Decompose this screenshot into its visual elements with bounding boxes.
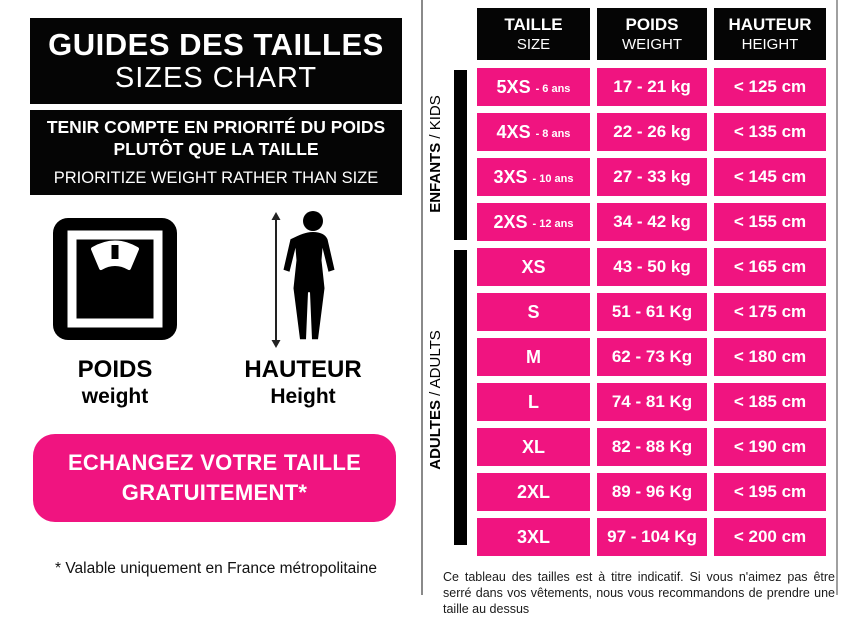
table-cell-height: < 145 cm bbox=[714, 158, 826, 196]
size-value: XS bbox=[521, 257, 545, 278]
adults-size-table: XS 43 - 50 kg< 165 cm S 51 - 61 Kg< 175 cm M… bbox=[477, 248, 826, 556]
table-cell-size: M bbox=[477, 338, 590, 376]
table-cell-weight: 82 - 88 Kg bbox=[597, 428, 707, 466]
table-cell-weight: 43 - 50 kg bbox=[597, 248, 707, 286]
weight-caption-en: weight bbox=[43, 384, 187, 409]
header-size-fr: TAILLE bbox=[477, 14, 590, 36]
table-cell-height: < 185 cm bbox=[714, 383, 826, 421]
table-cell-height: < 155 cm bbox=[714, 203, 826, 241]
table-cell-weight: 17 - 21 kg bbox=[597, 68, 707, 106]
header-height-fr: HAUTEUR bbox=[714, 14, 826, 36]
header-weight-fr: POIDS bbox=[597, 14, 707, 36]
size-value: XL bbox=[522, 437, 545, 458]
weight-scale-icon bbox=[53, 218, 177, 340]
table-cell-height: < 135 cm bbox=[714, 113, 826, 151]
height-caption: HAUTEUR Height bbox=[243, 356, 363, 409]
header-height-en: HEIGHT bbox=[714, 36, 826, 55]
size-value: 5XS bbox=[497, 77, 531, 98]
table-cell-size: S bbox=[477, 293, 590, 331]
table-cell-weight: 22 - 26 kg bbox=[597, 113, 707, 151]
header-size: TAILLE SIZE bbox=[477, 8, 590, 60]
table-cell-height: < 175 cm bbox=[714, 293, 826, 331]
group-kids-en: KIDS bbox=[427, 95, 444, 130]
height-caption-en: Height bbox=[243, 384, 363, 409]
page-title: GUIDES DES TAILLES bbox=[48, 27, 384, 63]
table-disclaimer: Ce tableau des tailles est à titre indic… bbox=[443, 569, 835, 617]
table-cell-size: XS bbox=[477, 248, 590, 286]
size-value: S bbox=[527, 302, 539, 323]
header-weight-en: WEIGHT bbox=[597, 36, 707, 55]
table-header-row: TAILLE SIZE POIDS WEIGHT HAUTEUR HEIGHT bbox=[477, 8, 826, 60]
group-adults-en: ADULTS bbox=[427, 330, 444, 388]
size-value: 2XS bbox=[494, 212, 528, 233]
adults-group-bar bbox=[454, 250, 467, 545]
weight-caption-fr: POIDS bbox=[43, 356, 187, 384]
kids-size-table: 5XS - 6 ans 17 - 21 kg< 125 cm 4XS - 8 ans 22… bbox=[477, 68, 826, 241]
table-cell-size: 4XS - 8 ans bbox=[477, 113, 590, 151]
notice-fr-line1: TENIR COMPTE EN PRIORITÉ DU POIDS bbox=[47, 117, 385, 139]
table-cell-height: < 200 cm bbox=[714, 518, 826, 556]
table-cell-size: 3XL bbox=[477, 518, 590, 556]
group-kids-sep: / bbox=[427, 130, 444, 143]
size-value: 2XL bbox=[517, 482, 550, 503]
size-value: M bbox=[526, 347, 541, 368]
height-caption-fr: HAUTEUR bbox=[243, 356, 363, 384]
size-age-label: - 10 ans bbox=[533, 170, 574, 185]
table-cell-weight: 27 - 33 kg bbox=[597, 158, 707, 196]
free-exchange-button[interactable]: ECHANGEZ VOTRE TAILLE GRATUITEMENT* bbox=[33, 434, 396, 522]
group-label-adults: ADULTES / ADULTS bbox=[427, 320, 447, 480]
exchange-footnote: * Valable uniquement en France métropoli… bbox=[30, 560, 402, 578]
table-cell-height: < 165 cm bbox=[714, 248, 826, 286]
table-cell-height: < 195 cm bbox=[714, 473, 826, 511]
notice-fr-line2: PLUTÔT QUE LA TAILLE bbox=[113, 139, 318, 161]
size-value: 4XS bbox=[497, 122, 531, 143]
kids-group-bar bbox=[454, 70, 467, 240]
size-age-label: - 8 ans bbox=[536, 125, 571, 140]
table-cell-height: < 190 cm bbox=[714, 428, 826, 466]
table-cell-weight: 97 - 104 Kg bbox=[597, 518, 707, 556]
notice-en: PRIORITIZE WEIGHT RATHER THAN SIZE bbox=[54, 169, 379, 188]
size-value: 3XS bbox=[494, 167, 528, 188]
size-value: 3XL bbox=[517, 527, 550, 548]
table-cell-size: 2XS - 12 ans bbox=[477, 203, 590, 241]
table-cell-size: 5XS - 6 ans bbox=[477, 68, 590, 106]
table-cell-size: XL bbox=[477, 428, 590, 466]
table-cell-height: < 125 cm bbox=[714, 68, 826, 106]
table-cell-weight: 51 - 61 Kg bbox=[597, 293, 707, 331]
table-cell-weight: 89 - 96 Kg bbox=[597, 473, 707, 511]
header-height: HAUTEUR HEIGHT bbox=[714, 8, 826, 60]
size-age-label: - 6 ans bbox=[536, 80, 571, 95]
free-exchange-line2: GRATUITEMENT* bbox=[33, 478, 396, 508]
vertical-divider bbox=[421, 0, 423, 595]
group-kids-fr: ENFANTS bbox=[427, 143, 444, 213]
table-cell-weight: 74 - 81 Kg bbox=[597, 383, 707, 421]
priority-notice-banner: TENIR COMPTE EN PRIORITÉ DU POIDS PLUTÔT… bbox=[30, 110, 402, 195]
table-cell-weight: 34 - 42 kg bbox=[597, 203, 707, 241]
page-subtitle: SIZES CHART bbox=[115, 62, 317, 95]
table-cell-weight: 62 - 73 Kg bbox=[597, 338, 707, 376]
size-value: L bbox=[528, 392, 539, 413]
size-age-label: - 12 ans bbox=[533, 215, 574, 230]
free-exchange-line1: ECHANGEZ VOTRE TAILLE bbox=[33, 448, 396, 478]
table-cell-height: < 180 cm bbox=[714, 338, 826, 376]
table-cell-size: L bbox=[477, 383, 590, 421]
table-cell-size: 3XS - 10 ans bbox=[477, 158, 590, 196]
weight-caption: POIDS weight bbox=[43, 356, 187, 409]
group-label-kids: ENFANTS / KIDS bbox=[427, 74, 447, 234]
group-adults-fr: ADULTES bbox=[427, 400, 444, 470]
header-weight: POIDS WEIGHT bbox=[597, 8, 707, 60]
height-figure-icon bbox=[262, 210, 346, 350]
title-banner: GUIDES DES TAILLES SIZES CHART bbox=[30, 18, 402, 104]
header-size-en: SIZE bbox=[477, 36, 590, 55]
group-adults-sep: / bbox=[427, 388, 444, 400]
page-right-border bbox=[836, 0, 838, 595]
table-cell-size: 2XL bbox=[477, 473, 590, 511]
